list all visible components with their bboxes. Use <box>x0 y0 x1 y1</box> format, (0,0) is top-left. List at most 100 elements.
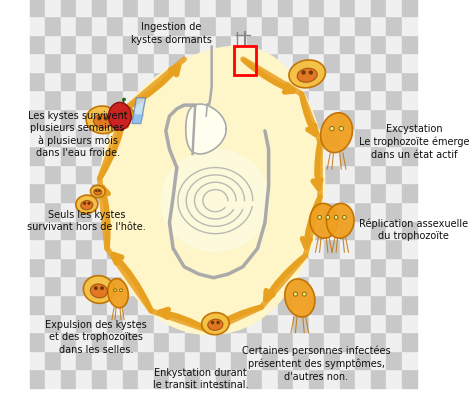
Text: Réplication assexuelle
du trophozoïte: Réplication assexuelle du trophozoïte <box>359 218 468 241</box>
Bar <box>216 276 231 295</box>
Bar <box>340 183 356 202</box>
Bar <box>154 146 169 165</box>
Bar <box>309 202 324 220</box>
Bar <box>324 239 340 258</box>
Polygon shape <box>132 98 146 124</box>
Bar <box>76 72 92 90</box>
Bar <box>107 202 123 220</box>
Bar <box>278 183 293 202</box>
Bar <box>201 35 216 53</box>
Bar <box>309 35 324 53</box>
Bar <box>231 183 247 202</box>
Bar <box>107 258 123 276</box>
Bar <box>30 220 46 239</box>
Bar <box>185 35 201 53</box>
Bar <box>340 276 356 295</box>
Bar <box>371 183 386 202</box>
Bar <box>154 16 169 35</box>
Bar <box>340 220 356 239</box>
Bar <box>356 72 371 90</box>
Bar <box>30 183 46 202</box>
Bar <box>371 202 386 220</box>
Bar <box>309 146 324 165</box>
Bar <box>231 35 247 53</box>
Bar <box>201 16 216 35</box>
Bar <box>92 53 107 72</box>
Bar <box>138 202 154 220</box>
Bar <box>30 351 46 369</box>
Bar <box>262 183 278 202</box>
Bar <box>324 202 340 220</box>
Bar <box>278 351 293 369</box>
Bar <box>138 35 154 53</box>
Circle shape <box>114 289 117 292</box>
Bar <box>324 183 340 202</box>
Bar <box>371 16 386 35</box>
Bar <box>356 128 371 146</box>
Bar <box>216 258 231 276</box>
Bar <box>92 295 107 314</box>
Bar <box>356 165 371 183</box>
Bar <box>154 295 169 314</box>
Bar <box>386 183 402 202</box>
Bar <box>154 35 169 53</box>
Bar <box>61 72 76 90</box>
Bar <box>247 16 262 35</box>
Bar <box>386 202 402 220</box>
Bar <box>278 128 293 146</box>
Bar <box>371 332 386 351</box>
Bar <box>46 276 61 295</box>
Bar <box>340 16 356 35</box>
Text: Excystation
Le trophozoïte émerge
dans un état actif: Excystation Le trophozoïte émerge dans u… <box>359 124 469 160</box>
Bar <box>309 258 324 276</box>
Bar <box>154 258 169 276</box>
Bar <box>169 332 185 351</box>
Circle shape <box>105 117 107 120</box>
Bar <box>169 165 185 183</box>
Bar <box>201 258 216 276</box>
Bar <box>216 183 231 202</box>
Bar <box>76 351 92 369</box>
Bar <box>231 220 247 239</box>
Bar <box>231 90 247 109</box>
Ellipse shape <box>109 102 131 130</box>
Bar <box>61 146 76 165</box>
Bar <box>293 16 309 35</box>
Bar <box>107 369 123 388</box>
Bar <box>201 314 216 332</box>
Bar <box>76 332 92 351</box>
Bar <box>61 220 76 239</box>
Bar <box>92 35 107 53</box>
Bar <box>340 72 356 90</box>
Bar <box>247 276 262 295</box>
Bar <box>386 72 402 90</box>
Bar <box>92 332 107 351</box>
Bar <box>309 239 324 258</box>
Bar <box>154 276 169 295</box>
Bar <box>324 351 340 369</box>
Bar <box>30 258 46 276</box>
Bar <box>138 351 154 369</box>
Bar <box>356 202 371 220</box>
Bar <box>169 295 185 314</box>
Bar <box>247 314 262 332</box>
Bar <box>386 16 402 35</box>
Bar <box>61 183 76 202</box>
Circle shape <box>121 113 122 114</box>
Bar <box>340 165 356 183</box>
Ellipse shape <box>160 149 271 252</box>
Bar <box>138 109 154 128</box>
Bar <box>123 72 138 90</box>
Bar <box>46 351 61 369</box>
Bar <box>278 239 293 258</box>
Bar <box>340 146 356 165</box>
Bar <box>76 183 92 202</box>
Bar <box>340 258 356 276</box>
Bar <box>46 146 61 165</box>
Bar <box>278 165 293 183</box>
Bar <box>61 0 76 16</box>
Bar <box>201 202 216 220</box>
Bar <box>92 202 107 220</box>
Bar <box>76 258 92 276</box>
Bar <box>278 220 293 239</box>
